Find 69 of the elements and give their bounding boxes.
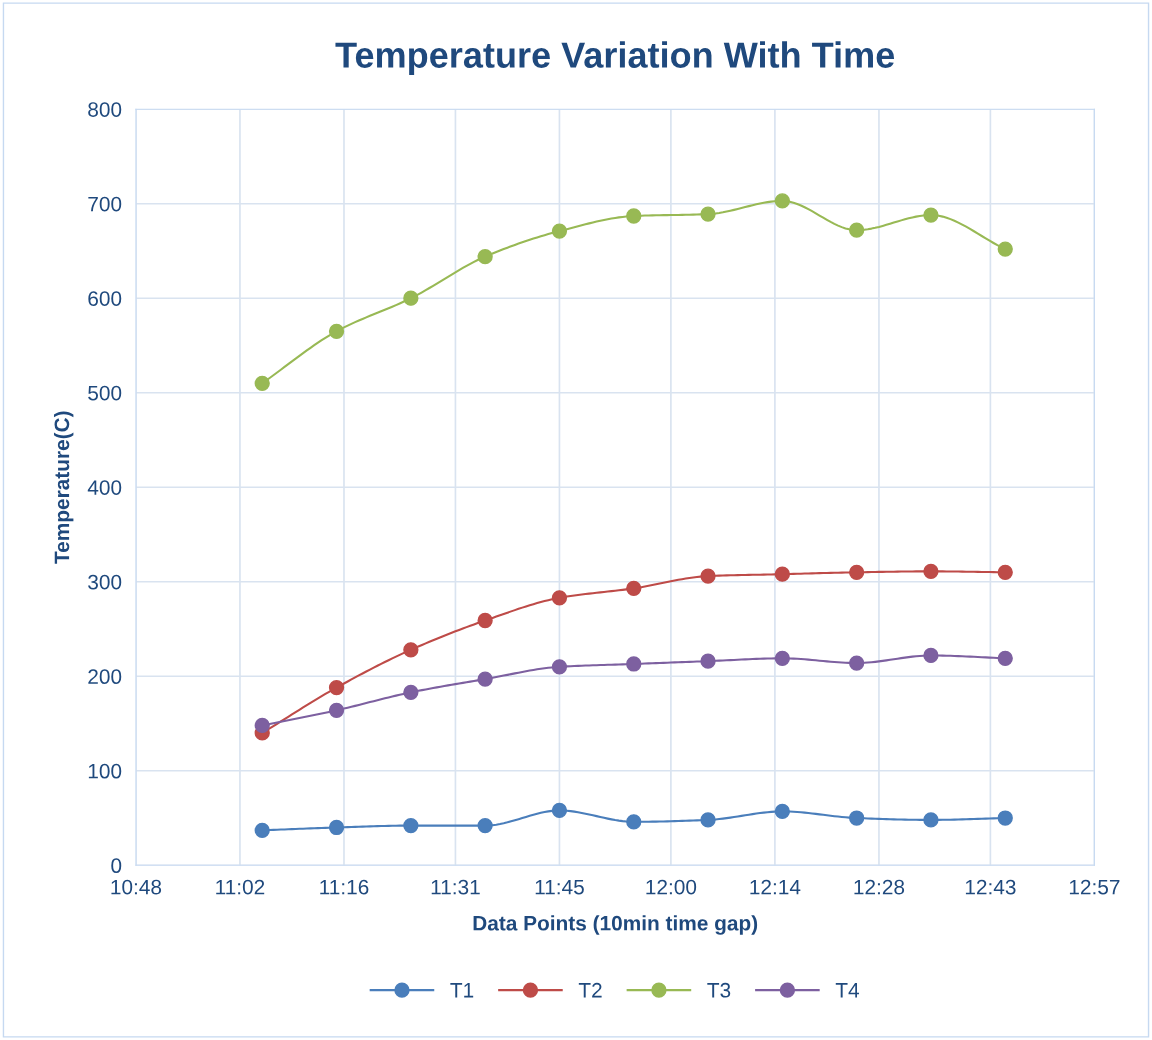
x-tick-label: 12:28 [854, 879, 905, 895]
legend-label: T3 [707, 982, 731, 998]
point [254, 822, 270, 838]
point [997, 650, 1013, 666]
point [477, 248, 493, 265]
point [997, 564, 1013, 580]
point [849, 655, 865, 671]
x-tick-label: 11:16 [320, 879, 369, 895]
point [923, 207, 939, 223]
point [849, 810, 865, 826]
point [403, 684, 419, 700]
x-tick-label: 11:45 [535, 879, 584, 895]
point [328, 702, 345, 718]
legend-label: T2 [578, 982, 602, 998]
y-tick-label: 400 [87, 480, 122, 495]
x-tick-label: 11:02 [216, 879, 265, 895]
point [551, 590, 568, 606]
legend-label: T4 [835, 983, 860, 998]
point [626, 656, 642, 672]
y-axis-title: Temperature(C) [53, 411, 74, 564]
point [626, 208, 642, 224]
y-tick-label: 200 [88, 669, 122, 685]
point [923, 647, 939, 664]
point [626, 580, 642, 597]
point [254, 375, 270, 391]
point [328, 323, 345, 339]
y-tick-label: 700 [88, 196, 122, 212]
point [403, 290, 419, 306]
point [774, 650, 790, 666]
x-tick-label: 12:14 [750, 879, 801, 895]
y-tick-label: 500 [88, 385, 122, 401]
x-tick-label: 10:48 [111, 879, 162, 895]
y-tick-label: 800 [88, 102, 122, 117]
y-tick-label: 300 [88, 574, 122, 590]
point [477, 817, 493, 834]
point [477, 612, 493, 629]
point [551, 802, 568, 819]
point [774, 803, 790, 820]
point [403, 817, 419, 834]
y-tick-label: 100 [88, 763, 122, 779]
point [774, 193, 790, 209]
x-tick-label: 12:43 [965, 879, 1016, 895]
point [700, 812, 716, 828]
point [477, 671, 493, 687]
x-tick-label: 11:31 [431, 879, 480, 895]
point [700, 568, 716, 584]
x-tick-label: 12:00 [646, 879, 697, 895]
point [997, 241, 1013, 257]
y-tick-label: 0 [111, 858, 122, 874]
chart-title: Temperature Variation With Time [335, 41, 895, 76]
point [774, 566, 790, 582]
point [551, 223, 568, 239]
point [923, 563, 939, 579]
point [923, 812, 939, 828]
point [700, 206, 716, 222]
point [626, 814, 642, 830]
point [254, 717, 270, 734]
point [328, 679, 345, 696]
point [700, 653, 716, 669]
legend-label: T1 [450, 983, 474, 998]
x-axis-title: Data Points (10min time gap) [473, 915, 758, 935]
point [849, 222, 865, 238]
point [849, 564, 865, 580]
point [403, 642, 419, 658]
point [551, 659, 568, 675]
point [328, 819, 345, 836]
point [997, 810, 1013, 826]
x-tick-label: 12:57 [1069, 879, 1120, 895]
y-tick-label: 600 [88, 291, 122, 306]
